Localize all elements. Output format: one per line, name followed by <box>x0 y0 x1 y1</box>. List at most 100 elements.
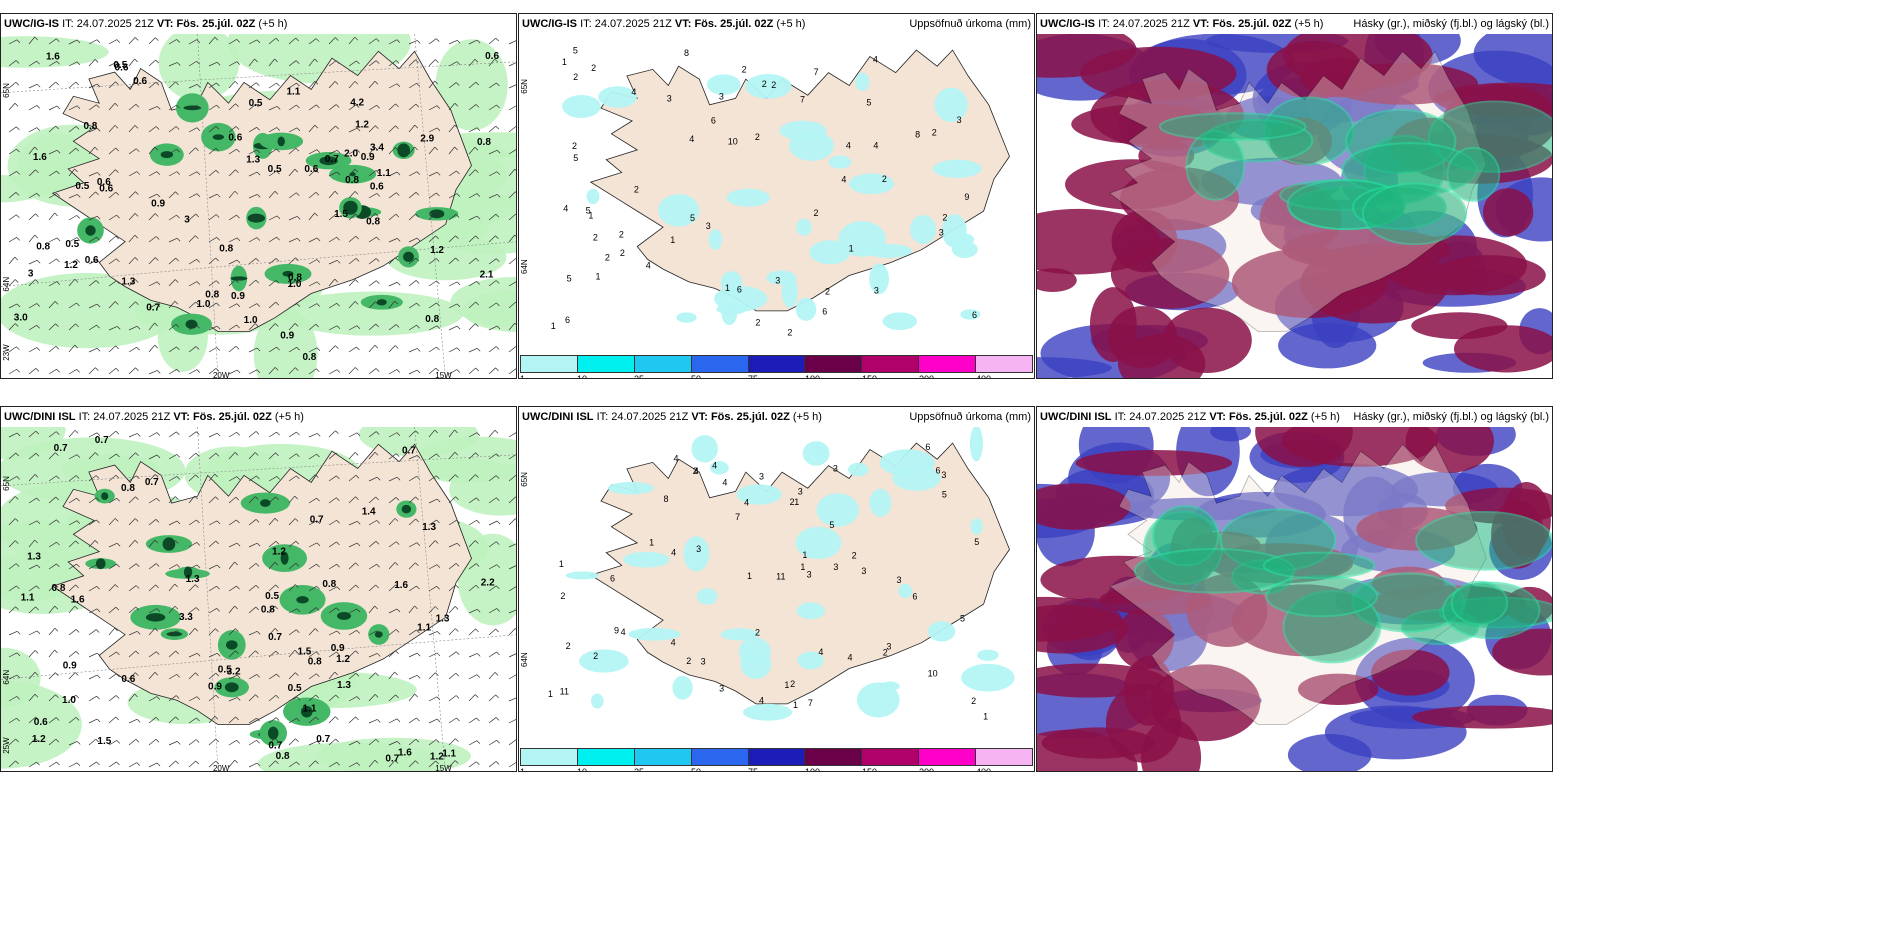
wind-barb <box>348 452 356 460</box>
wind-barb-tick <box>156 497 160 502</box>
wind-barb <box>348 36 356 45</box>
wind-barb-tick <box>336 237 340 241</box>
wind-barb <box>8 279 16 287</box>
wind-barb <box>148 82 157 89</box>
wind-barb <box>228 324 237 331</box>
wind-barb <box>28 127 38 133</box>
map-canvas: 3443417644216224233322121931121345103782… <box>520 427 1015 721</box>
wind-barb <box>488 651 497 658</box>
wind-barb <box>108 563 117 570</box>
precip-amount-label: 2 <box>566 641 571 651</box>
precip-amount-label: 4 <box>563 204 568 214</box>
wind-barb <box>368 258 377 265</box>
wind-barb <box>508 586 516 592</box>
wind-barb <box>508 168 516 177</box>
wind-barb-tick <box>475 81 480 86</box>
wind-barb-tick <box>54 627 59 632</box>
heavy-precip-cell <box>162 537 176 551</box>
heavy-precip-cell <box>336 612 352 620</box>
wind-barb <box>208 302 217 309</box>
wind-barb <box>508 149 516 155</box>
wind-barb-tick <box>216 193 221 198</box>
high-cloud-area <box>1415 510 1552 571</box>
precip-amount-label: 4 <box>873 140 878 150</box>
wind-barb <box>328 563 337 570</box>
it-prefix: IT: <box>1114 411 1127 423</box>
precip-amount-label: 4 <box>712 461 717 471</box>
wind-barb-tick <box>54 301 59 305</box>
wind-barb-tick <box>195 235 199 239</box>
wind-barb <box>428 498 438 504</box>
wind-barb <box>368 630 378 636</box>
wind-barb-tick <box>134 58 138 63</box>
precip-value-label: 2.0 <box>344 149 358 160</box>
wind-barb <box>88 585 97 592</box>
wind-barb <box>348 496 356 504</box>
wind-barb <box>408 605 415 614</box>
precip-area <box>848 173 895 195</box>
wind-barb <box>228 369 238 375</box>
precip-amount-label: 3 <box>701 657 706 667</box>
wind-barb-tick <box>55 81 59 86</box>
wind-barb-tick <box>455 214 460 218</box>
wind-barb-tick <box>316 149 321 153</box>
wind-barb <box>48 170 57 177</box>
wind-barb-tick <box>16 346 20 351</box>
wind-barb <box>108 673 117 680</box>
wind-barb-tick <box>16 631 21 635</box>
wind-barb-tick <box>376 476 381 481</box>
precip-amount-label: 1 <box>725 283 730 293</box>
panel-header: UWC/IG-IS IT: 24.07.2025 21Z VT: Fös. 25… <box>1037 14 1552 34</box>
wind-barb-tick <box>515 518 516 520</box>
wind-barb-tick <box>96 324 100 329</box>
wind-barb <box>148 628 156 636</box>
wind-barb-tick <box>455 628 459 632</box>
wind-barb <box>468 497 477 504</box>
precip-amount-label: 6 <box>565 315 570 325</box>
precip-value-label: 0.9 <box>151 199 165 210</box>
precip-value-label: 0.9 <box>280 330 294 341</box>
wind-barb <box>108 169 116 177</box>
wind-barb <box>308 716 316 724</box>
wind-barb <box>428 367 437 375</box>
precip-area <box>795 297 817 321</box>
mid-cloud-area <box>1138 140 1195 172</box>
wind-barb-tick <box>116 214 120 219</box>
vt-prefix: VT: <box>1192 18 1210 30</box>
precip-value-label: 0.9 <box>63 660 77 671</box>
wind-barb-tick <box>395 103 399 108</box>
panel-right-title: Hásky (gr.), miðský (fj.bl.) og lágský (… <box>1353 411 1549 423</box>
wind-barb <box>288 518 296 526</box>
wind-barb <box>168 104 177 111</box>
wind-barb-tick <box>215 540 219 545</box>
wind-barb <box>188 369 198 375</box>
wind-barb-tick <box>376 630 381 635</box>
vt-prefix: VT: <box>1209 411 1226 423</box>
wind-barb <box>228 259 238 265</box>
wind-barb-tick <box>56 258 60 263</box>
vt-value: Fös. 25.júl. 02Z <box>694 18 774 30</box>
wind-barb-tick <box>476 281 480 285</box>
wind-barb-tick <box>137 433 141 437</box>
latitude-label: 23W <box>2 344 11 361</box>
wind-barb-tick <box>14 279 19 283</box>
wind-barb-tick <box>276 476 280 480</box>
wind-barb <box>308 58 315 67</box>
wind-barb <box>288 738 296 746</box>
wind-barb-tick <box>96 695 100 700</box>
wind-barb-tick <box>96 718 101 723</box>
wind-barb-tick <box>375 170 380 174</box>
wind-barb-tick <box>256 740 260 744</box>
wind-barb <box>348 608 358 614</box>
precip-area <box>869 488 892 517</box>
wind-barb <box>268 496 276 504</box>
wind-barb <box>368 719 378 724</box>
wind-barb-tick <box>354 81 359 85</box>
wind-barb <box>188 431 197 438</box>
precip-value-label: 0.7 <box>54 443 68 454</box>
wind-barb-tick <box>356 608 361 613</box>
wind-barb-tick <box>216 61 221 66</box>
wind-barb-tick <box>514 168 516 171</box>
wind-barb-tick <box>236 39 240 43</box>
wind-barb-tick <box>256 82 260 86</box>
